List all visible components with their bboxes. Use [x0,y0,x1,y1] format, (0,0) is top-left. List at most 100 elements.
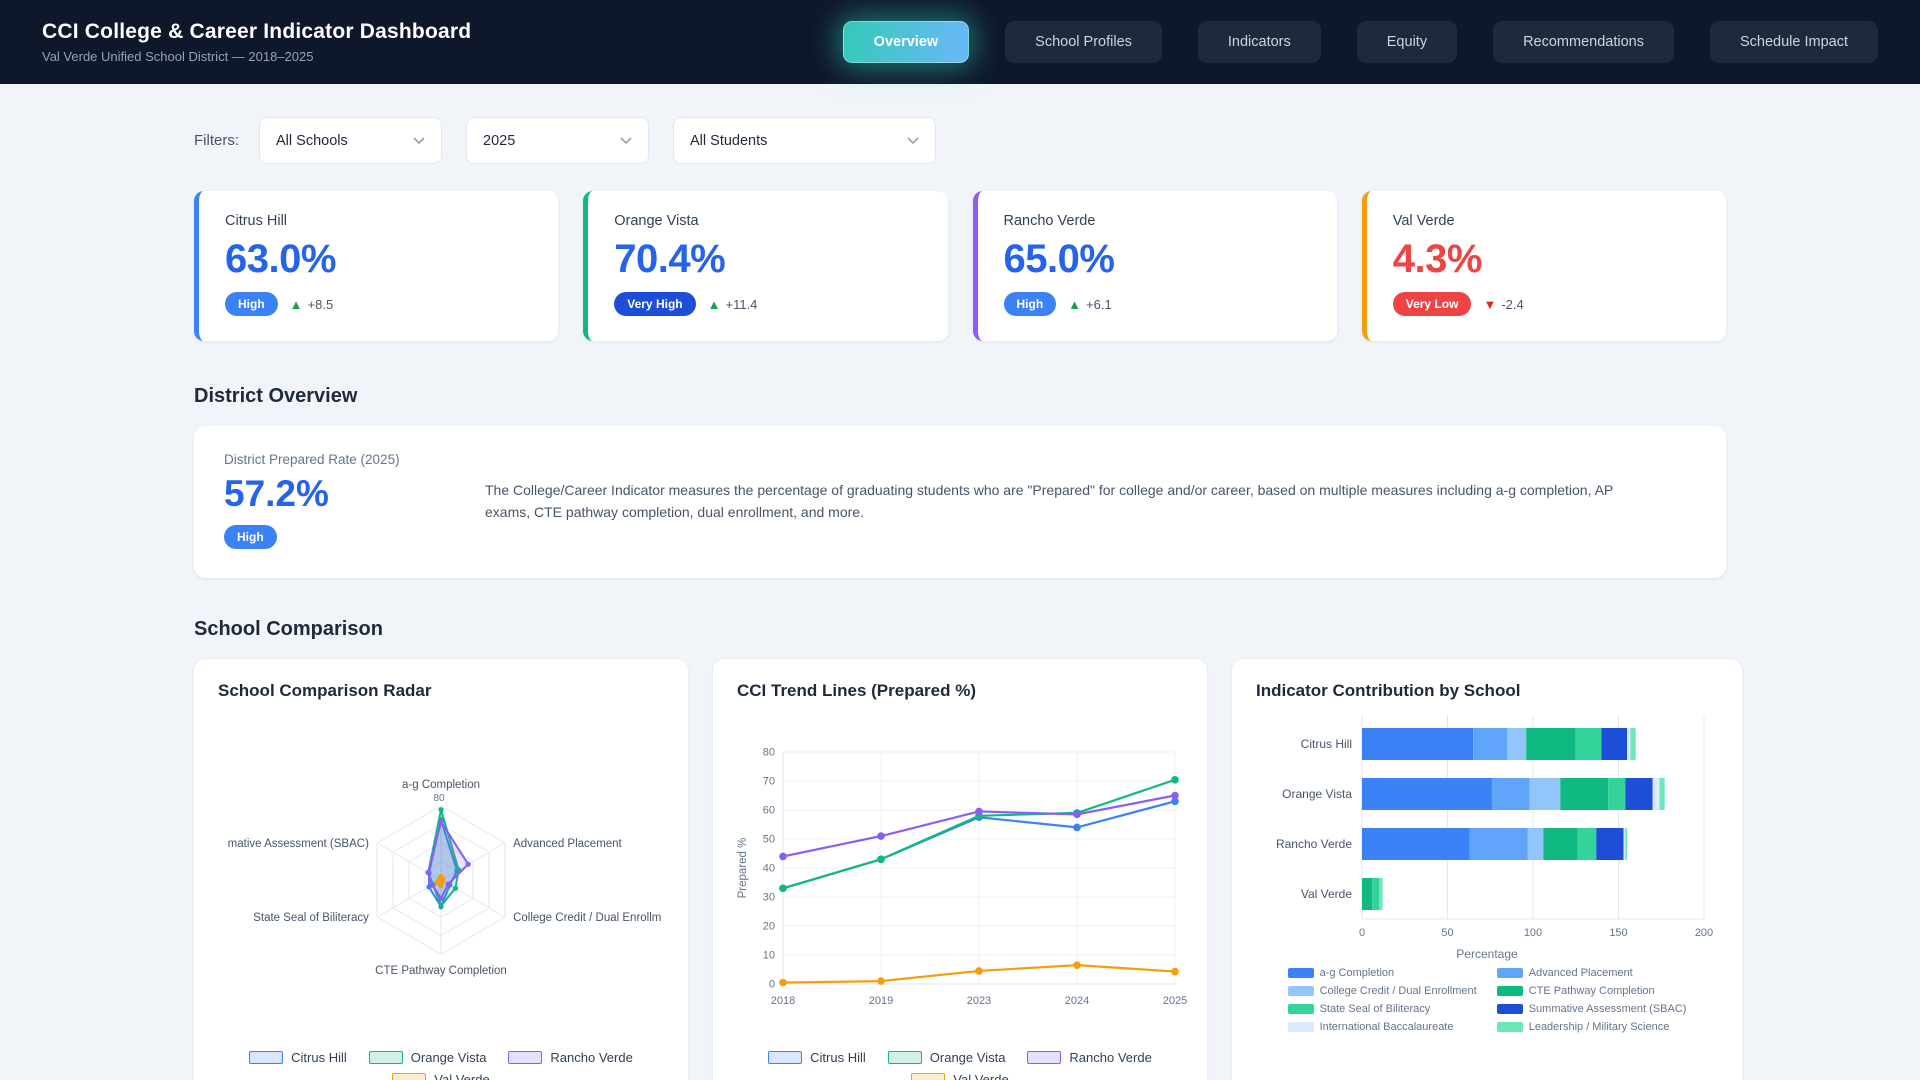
radar-legend: Citrus Hill Orange Vista Rancho Verde Val V… [214,1044,668,1080]
legend-item[interactable]: Val Verde [911,1072,1009,1080]
legend-label: Val Verde [953,1072,1009,1080]
contribution-legend: a-g Completion Advanced Placement College … [1252,967,1722,1033]
header-title-block: CCI College & Career Indicator Dashboard… [42,20,471,64]
svg-text:10: 10 [763,949,775,961]
kpi-delta-value: +8.5 [307,296,334,312]
trend-legend: Citrus Hill Orange Vista Rancho Verde Val V… [733,1044,1187,1080]
kpi-value: 70.4% [614,237,726,281]
tab-recommendations[interactable]: Recommendations [1493,21,1674,63]
legend-label: College Credit / Dual Enrollment [1319,985,1477,997]
legend-item[interactable]: Advanced Placement [1496,967,1687,979]
svg-text:2018: 2018 [771,995,795,1007]
svg-text:30: 30 [763,891,775,903]
year-filter-value: 2025 [483,132,516,149]
legend-label: Orange Vista [929,1050,1006,1065]
legend-swatch [1496,986,1523,996]
status-badge: Very High [614,292,696,316]
school-filter-value: All Schools [276,132,348,149]
svg-text:50: 50 [1441,927,1453,939]
legend-item[interactable]: Summative Assessment (SBAC) [1496,1003,1686,1015]
kpi-card-grid: Citrus Hill 63.0% High ▲ +8.5 Orange Vist… [194,191,1726,341]
svg-text:Prepared %: Prepared % [737,837,749,898]
filters-bar: Filters: All Schools 2025 All Students [194,117,1726,164]
svg-text:2019: 2019 [869,995,893,1007]
kpi-school-name: Orange Vista [614,213,699,229]
radar-chart-card: School Comparison Radar a-g Completion Ad… [194,659,688,1080]
svg-text:100: 100 [1524,927,1542,939]
tab-indicators[interactable]: Indicators [1197,21,1321,63]
svg-text:200: 200 [1695,927,1713,939]
district-rate-block: District Prepared Rate (2025) 57.2% High [224,452,439,552]
tab-school-profiles[interactable]: School Profiles [1005,21,1162,63]
kpi-card-val-verde[interactable]: Val Verde 4.3% Very Low ▼ -2.4 [1361,191,1726,341]
legend-item[interactable]: Rancho Verde [508,1050,633,1065]
legend-item[interactable]: State Seal of Biliteracy [1287,1003,1477,1015]
year-filter-select[interactable]: 2025 [466,117,649,164]
district-overview-card: District Prepared Rate (2025) 57.2% High… [194,426,1726,578]
trend-chart-title: CCI Trend Lines (Prepared %) [737,681,976,700]
kpi-delta-value: -2.4 [1501,296,1524,312]
stacked-bar-chart: 0 50 100 150 200 Citrus Hill Orange Vista Ranch… [1276,715,1713,939]
kpi-delta-arrow: ▲ [1068,296,1082,312]
svg-text:2023: 2023 [967,995,991,1007]
kpi-card-citrus-hill[interactable]: Citrus Hill 63.0% High ▲ +8.5 [194,191,559,341]
legend-label: Orange Vista [410,1050,487,1065]
svg-text:50: 50 [763,833,775,845]
legend-item[interactable]: a-g Completion [1287,967,1477,979]
legend-item[interactable]: Citrus Hill [768,1050,866,1065]
x-axis-label: Percentage [1456,947,1518,961]
legend-swatch [508,1051,543,1064]
kpi-card-orange-vista[interactable]: Orange Vista 70.4% Very High ▲ +11.4 [583,191,948,341]
svg-text:Orange Vista: Orange Vista [1282,787,1352,801]
svg-text:Rancho Verde: Rancho Verde [1276,837,1352,851]
legend-item[interactable]: Rancho Verde [1027,1050,1152,1065]
district-description: The College/Career Indicator measures th… [485,482,1614,520]
kpi-school-name: Citrus Hill [225,213,288,229]
svg-text:Citrus Hill: Citrus Hill [1301,737,1352,751]
radar-chart-title: School Comparison Radar [218,681,432,700]
tab-equity[interactable]: Equity [1356,21,1458,63]
legend-label: International Baccalaureate [1319,1021,1454,1033]
legend-swatch [1496,1022,1523,1032]
legend-item[interactable]: Orange Vista [887,1050,1006,1065]
main-nav: Overview School Profiles Indicators Equi… [842,21,1878,63]
kpi-value: 65.0% [1003,237,1115,281]
legend-item[interactable]: Citrus Hill [249,1050,347,1065]
kpi-card-rancho-verde[interactable]: Rancho Verde 65.0% High ▲ +6.1 [972,191,1337,341]
legend-item[interactable]: Orange Vista [368,1050,487,1065]
legend-label: Citrus Hill [810,1050,866,1065]
legend-swatch [249,1051,284,1064]
legend-swatch [1496,968,1523,978]
status-badge: High [224,525,277,549]
status-badge: High [1003,292,1057,316]
radar-chart: a-g Completion Advanced Placement College … [228,779,662,977]
legend-item[interactable]: CTE Pathway Completion [1496,985,1687,997]
legend-swatch [1287,1004,1314,1014]
svg-text:College Credit / Dual Enrollm: College Credit / Dual Enrollm [513,912,661,924]
tab-schedule-impact[interactable]: Schedule Impact [1709,21,1878,63]
kpi-delta-arrow: ▲ [289,296,303,312]
svg-text:0: 0 [1359,927,1365,939]
legend-swatch [1496,1004,1523,1014]
student-filter-select[interactable]: All Students [673,117,936,164]
svg-text:2024: 2024 [1065,995,1089,1007]
district-rate-value: 57.2% [224,473,329,514]
svg-text:150: 150 [1609,927,1627,939]
legend-item[interactable]: College Credit / Dual Enrollment [1287,985,1477,997]
kpi-delta-value: +6.1 [1086,296,1112,312]
tab-overview[interactable]: Overview [842,21,970,63]
svg-text:Val Verde: Val Verde [1301,887,1352,901]
legend-item[interactable]: International Baccalaureate [1287,1021,1477,1033]
svg-text:20: 20 [763,920,775,932]
school-filter-select[interactable]: All Schools [259,117,442,164]
legend-label: Citrus Hill [291,1050,347,1065]
legend-swatch [1287,968,1314,978]
legend-swatch [368,1051,403,1064]
trend-chart-card: CCI Trend Lines (Prepared %) 0 10 20 30 40 50… [713,659,1207,1080]
contribution-chart-title: Indicator Contribution by School [1256,681,1521,700]
legend-swatch [768,1051,803,1064]
status-badge: Very Low [1392,292,1472,316]
legend-swatch [392,1073,427,1080]
legend-item[interactable]: Leadership / Military Science [1496,1021,1687,1033]
legend-item[interactable]: Val Verde [392,1072,490,1080]
